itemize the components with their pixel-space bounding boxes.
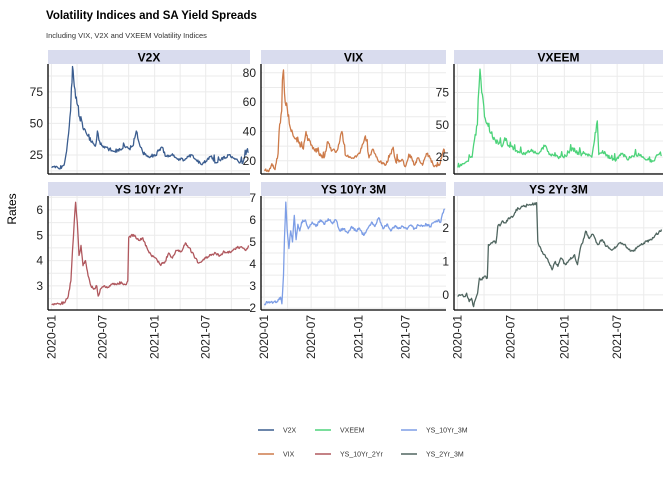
legend-item-vix: VIX bbox=[258, 452, 295, 459]
facet-strip bbox=[454, 50, 663, 64]
facet-panel-ys-2yr-3m: YS 2Yr 3M 0 1 2 2020-01 2020-07 2021-01 2021-07 bbox=[442, 182, 663, 359]
facet-strip bbox=[261, 182, 446, 196]
facet-panel-vix: VIX 20 40 60 80 bbox=[243, 50, 446, 175]
x-tick-label: 2021-07 bbox=[610, 315, 624, 359]
y-tick-label: 75 bbox=[436, 85, 450, 99]
series-line-vix bbox=[263, 69, 446, 173]
series-line-v2x bbox=[51, 65, 249, 170]
series-line-ys-2yr-3m bbox=[457, 202, 663, 308]
y-tick-label: 6 bbox=[249, 213, 256, 227]
facet-panel-vxeem: VXEEM 25 50 75 bbox=[436, 50, 663, 175]
legend-item-vxeem: VXEEM bbox=[315, 428, 365, 435]
y-tick-label: 3 bbox=[36, 279, 43, 293]
y-tick-label: 5 bbox=[36, 228, 43, 242]
facet-strip-label: V2X bbox=[138, 51, 161, 65]
y-tick-label: 2 bbox=[249, 301, 256, 315]
chart-subtitle: Including VIX, V2X and VXEEM Volatility … bbox=[46, 31, 207, 40]
y-tick-label: 0 bbox=[442, 288, 449, 302]
y-tick-label: 4 bbox=[36, 254, 43, 268]
y-tick-label: 2 bbox=[442, 221, 449, 235]
y-tick-label: 1 bbox=[442, 254, 449, 268]
y-tick-label: 3 bbox=[249, 279, 256, 293]
x-tick-label: 2020-07 bbox=[504, 315, 518, 359]
legend-item-v2x: V2X bbox=[258, 428, 297, 435]
x-tick-label: 2021-07 bbox=[398, 315, 412, 359]
chart-title: Volatility Indices and SA Yield Spreads bbox=[46, 10, 257, 22]
legend: V2X VIX VXEEM YS_10Yr_2Yr YS_10Yr_3M YS_2Yr_3… bbox=[258, 428, 468, 459]
facet-panel-ys-10yr-2yr: YS 10Yr 2Yr 3 4 5 6 2020-01 2020-07 2021-01 2021… bbox=[36, 182, 250, 359]
x-tick-label: 2020-01 bbox=[257, 315, 271, 359]
facet-strip bbox=[261, 50, 446, 64]
y-tick-label: 20 bbox=[243, 154, 257, 168]
facet-strip-label: VXEEM bbox=[537, 51, 579, 65]
x-tick-label: 2020-01 bbox=[44, 315, 58, 359]
y-tick-label: 50 bbox=[436, 118, 450, 132]
legend-item-ys-2yr-3m: YS_2Yr_3M bbox=[401, 452, 464, 459]
legend-item-ys-10yr-2yr: YS_10Yr_2Yr bbox=[315, 452, 383, 459]
series-line-ys-10yr-2yr bbox=[51, 201, 250, 306]
facet-panel-v2x: V2X 25 50 75 bbox=[30, 50, 250, 175]
y-tick-label: 50 bbox=[30, 116, 44, 130]
y-axis-title: Rates bbox=[5, 193, 19, 224]
y-tick-label: 7 bbox=[249, 191, 256, 205]
facet-strip bbox=[454, 182, 663, 196]
facet-strip bbox=[48, 182, 250, 196]
y-tick-label: 25 bbox=[30, 148, 44, 162]
facet-strip-label: YS 10Yr 2Yr bbox=[115, 183, 183, 197]
x-tick-label: 2020-07 bbox=[304, 315, 318, 359]
y-tick-label: 75 bbox=[30, 85, 44, 99]
legend-label: V2X bbox=[283, 428, 297, 435]
series-line-vxeem bbox=[457, 68, 662, 168]
y-tick-label: 80 bbox=[243, 66, 257, 80]
facet-strip bbox=[48, 50, 250, 64]
y-tick-label: 60 bbox=[243, 95, 257, 109]
y-tick-label: 25 bbox=[436, 150, 450, 164]
y-tick-label: 40 bbox=[243, 124, 257, 138]
facet-strip-label: VIX bbox=[344, 51, 363, 65]
series-line-ys-10yr-3m bbox=[263, 201, 446, 306]
legend-label: YS_10Yr_3M bbox=[426, 428, 468, 435]
legend-label: YS_10Yr_2Yr bbox=[340, 452, 383, 459]
x-tick-label: 2020-07 bbox=[96, 315, 110, 359]
facet-strip-label: YS 2Yr 3M bbox=[529, 183, 588, 197]
y-tick-label: 4 bbox=[249, 257, 256, 271]
legend-item-ys-10yr-3m: YS_10Yr_3M bbox=[401, 428, 468, 435]
x-tick-label: 2021-01 bbox=[352, 315, 366, 359]
legend-label: YS_2Yr_3M bbox=[426, 452, 464, 459]
legend-label: VIX bbox=[283, 452, 295, 459]
y-tick-label: 6 bbox=[36, 203, 43, 217]
x-tick-label: 2021-01 bbox=[557, 315, 571, 359]
legend-label: VXEEM bbox=[340, 428, 365, 435]
x-tick-label: 2021-01 bbox=[148, 315, 162, 359]
y-tick-label: 5 bbox=[249, 235, 256, 249]
x-tick-label: 2020-01 bbox=[451, 315, 465, 359]
facet-strip-label: YS 10Yr 3M bbox=[321, 183, 386, 197]
x-tick-label: 2021-07 bbox=[199, 315, 213, 359]
